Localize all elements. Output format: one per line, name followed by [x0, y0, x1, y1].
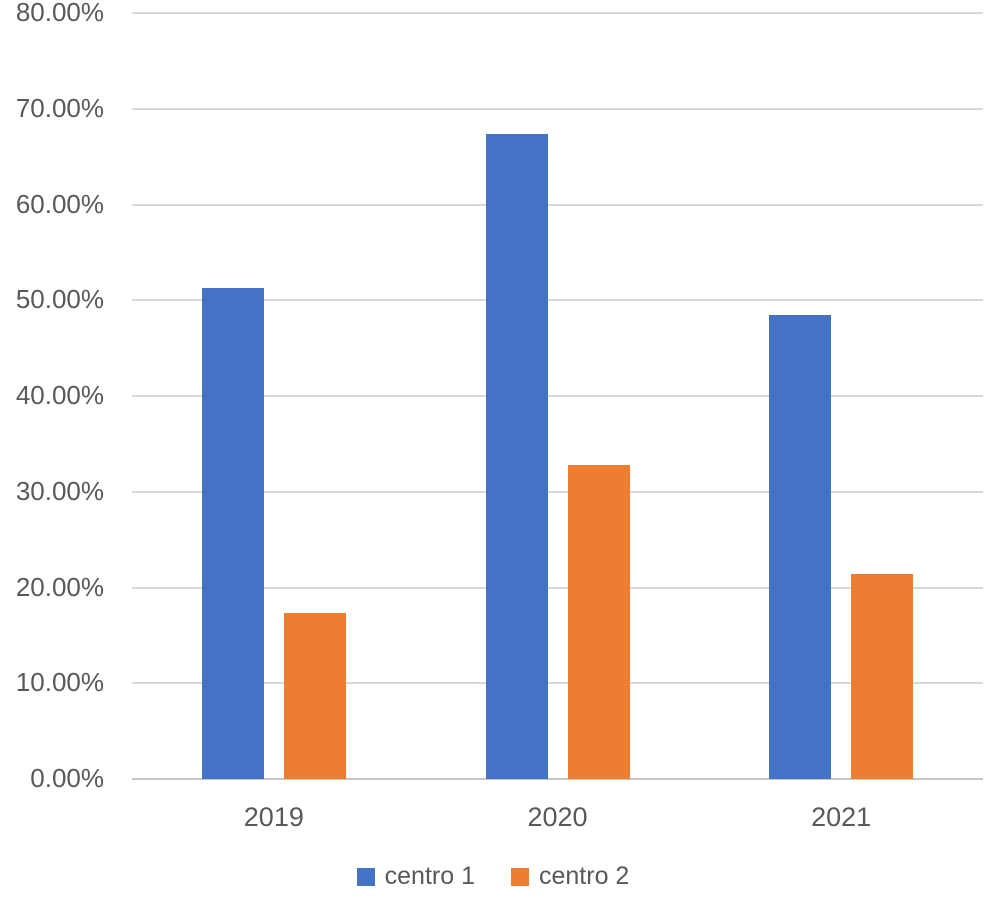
y-tick-label: 70.00% [15, 92, 104, 123]
legend-item-centro-2: centro 2 [511, 864, 629, 889]
y-tick-label: 0.00% [30, 762, 104, 793]
y-gridline [132, 299, 983, 302]
legend-item-centro-1: centro 1 [356, 862, 475, 890]
y-gridline [132, 682, 983, 685]
y-gridline [132, 203, 983, 206]
legend-swatch-icon [511, 867, 529, 886]
y-gridline [132, 490, 983, 493]
y-tick-label: 10.00% [15, 667, 104, 698]
legend-label: centro 2 [539, 862, 630, 890]
y-tick-label: 40.00% [15, 379, 104, 410]
bar-centro-2-2021 [851, 574, 913, 779]
x-axis-line [132, 778, 983, 780]
y-tick-label: 60.00% [15, 188, 104, 219]
y-gridline [132, 12, 983, 14]
x-tick-label-2019: 2019 [243, 802, 304, 832]
y-tick-label: 80.00% [15, 0, 104, 27]
legend-swatch-icon [356, 867, 375, 886]
legend-label: centro 1 [384, 862, 475, 890]
y-tick-label: 20.00% [15, 571, 104, 602]
bar-centro-1-2021 [769, 315, 831, 779]
x-tick-label-2020: 2020 [527, 802, 588, 832]
x-tick-label-2021: 2021 [811, 802, 872, 832]
y-gridline [132, 395, 983, 397]
y-tick-label: 30.00% [15, 475, 104, 506]
y-gridline [132, 107, 983, 110]
bar-centro-2-2020 [568, 465, 630, 779]
y-tick-label: 50.00% [15, 284, 104, 315]
bar-centro-1-2020 [486, 134, 548, 779]
legend: centro 1 centro 2 [0, 864, 986, 889]
y-gridline [132, 586, 983, 589]
bar-centro-1-2019 [202, 288, 264, 779]
bar-centro-2-2019 [284, 613, 346, 779]
